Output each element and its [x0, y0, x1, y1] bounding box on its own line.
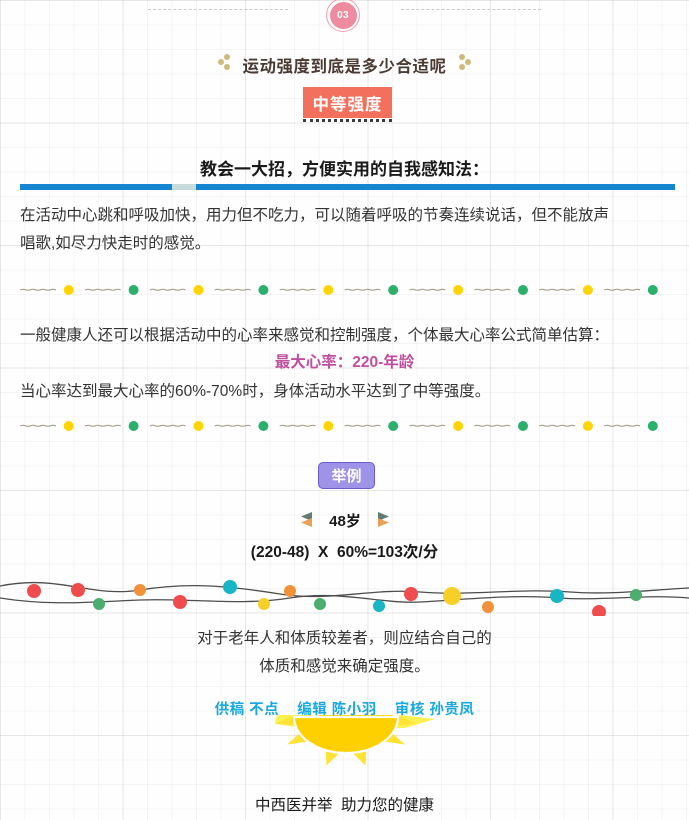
svg-text:48岁: 48岁: [329, 512, 361, 530]
